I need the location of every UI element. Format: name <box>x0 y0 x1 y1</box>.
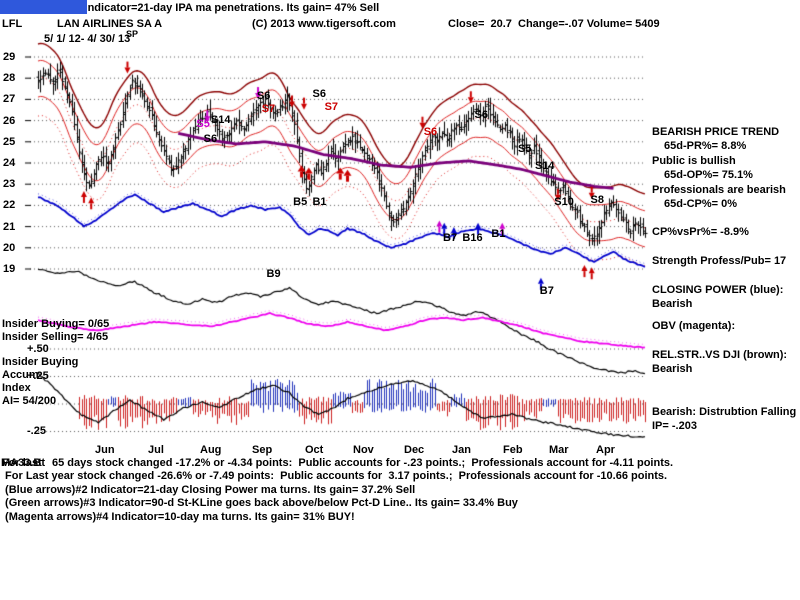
footer-line1-base: For last <box>2 457 42 469</box>
footer-line1-overlay: MA33.Bt <box>1 457 46 469</box>
signal-label-b7: B7 <box>539 285 554 298</box>
signal-label-s6: S6 <box>312 88 326 101</box>
footer-line1-rest: 65 days stock changed -17.2% or -4.34 po… <box>52 457 674 469</box>
signal-label-s6: S6 <box>423 126 438 139</box>
price-axis-label: 20 <box>3 241 16 254</box>
signal-label-s6: S6 <box>474 109 488 122</box>
ai-reading: AI= 54/200 <box>2 395 57 407</box>
price-axis-label: 21 <box>3 220 16 233</box>
ai-axis-minus25: -.25 <box>27 425 46 437</box>
cp-percent: 65d-CP%= 0% <box>664 198 738 210</box>
price-axis-label: 29 <box>3 51 16 63</box>
signal-label-s8: S8 <box>590 194 605 207</box>
ai-axis-plus50: +.50 <box>27 343 49 355</box>
month-label: Aug <box>200 444 222 456</box>
signal-label-b9: B9 <box>266 268 281 281</box>
signal-label-s5: S5 <box>196 117 210 130</box>
footer-line2: For Last year stock changed -26.6% or -7… <box>2 470 668 482</box>
trend-title: BEARISH PRICE TREND <box>652 126 780 138</box>
price-axis-label: 28 <box>3 72 16 85</box>
indicator-legend-magenta: (Magenta arrows)#4 Indicator=10-day ma t… <box>2 511 355 523</box>
price-axis-label: 23 <box>3 178 16 191</box>
indicator-legend-green: (Green arrows)#3 Indicator=90-d St-KLine… <box>2 497 518 509</box>
ip-value: IP= -.203 <box>652 420 697 432</box>
company-name: LAN AIRLINES SA A <box>57 18 163 30</box>
month-label: Mar <box>549 444 569 456</box>
date-range: 5/ 1/ 12- 4/ 30/ 13 <box>44 33 131 45</box>
price-axis-label: 25 <box>3 135 16 148</box>
signal-label-s7: S7 <box>261 103 276 115</box>
professionals-status: Professionals are bearish <box>652 184 786 196</box>
public-status: Public is bullish <box>652 155 736 167</box>
signal-label-b5: B5 <box>293 196 308 209</box>
signal-label-s14: S14 <box>210 113 231 126</box>
ticker-symbol: LFL <box>2 18 23 30</box>
op-percent: 65d-OP%= 75.1% <box>664 169 753 181</box>
price-axis-label: 19 <box>3 263 16 275</box>
relstr-title: REL.STR..VS DJI (brown): <box>652 349 788 361</box>
month-label: Apr <box>596 444 615 456</box>
month-label: Oct <box>305 444 324 456</box>
signal-label-b16: B16 <box>462 232 483 245</box>
distribution-status: Bearish: Distrubtion Falling <box>652 406 797 418</box>
indicator-legend-blue: (Blue arrows)#2 Indicator=21-day Closing… <box>2 484 416 496</box>
copyright-text: (C) 2013 www.tigersoft.com <box>252 18 396 30</box>
taskbar-button-fragment[interactable] <box>0 0 87 14</box>
insider-buying-count: Insider Buying= 0/65 <box>2 318 110 330</box>
insider-selling-count: Insider Selling= 4/65 <box>2 331 109 343</box>
signal-label-b1: B1 <box>312 196 327 209</box>
signal-label-s6: S6 <box>203 132 218 145</box>
ai-legend-line1: Insider Buying <box>2 356 79 368</box>
cp-vs-pr: CP%vsPr%= -8.9% <box>652 226 749 238</box>
closing-power-title: CLOSING POWER (blue): <box>652 284 784 296</box>
ai-legend-line3: Index <box>2 382 31 394</box>
signal-label-s7: S7 <box>324 100 339 113</box>
month-label: Jul <box>148 444 164 456</box>
signal-label-s10: S10 <box>554 196 574 209</box>
ai-axis-plus25: +.25 <box>27 370 49 382</box>
signal-label-b7: B7 <box>443 232 458 245</box>
strength-ratio: Strength Profess/Pub= 17 <box>652 255 787 267</box>
relstr-status: Bearish <box>652 363 693 375</box>
ai-legend-line2: Accum <box>2 369 39 381</box>
month-label: Nov <box>353 444 374 456</box>
signal-label-s6: S6 <box>256 90 271 103</box>
month-label: Jun <box>95 444 115 456</box>
price-axis-label: 27 <box>3 93 16 106</box>
month-label: Sep <box>252 444 273 456</box>
sp-tag: SP <box>126 29 139 39</box>
price-axis-label: 22 <box>3 199 16 212</box>
signal-label-s14: S14 <box>534 160 555 173</box>
month-label: Feb <box>503 444 523 456</box>
obv-title: OBV (magenta): <box>652 320 736 332</box>
signal-label-s5: S5 <box>518 143 532 156</box>
month-label: Dec <box>404 444 425 456</box>
month-label: Jan <box>452 444 471 456</box>
price-axis-label: 26 <box>3 114 16 127</box>
signal-label-b1: B1 <box>491 228 506 241</box>
quote-summary: Close= 20.7 Change=-.07 Volume= 5409 <box>448 18 660 30</box>
closing-power-status: Bearish <box>652 298 693 310</box>
pr-percent: 65d-PR%= 8.8% <box>664 140 747 152</box>
price-axis-label: 24 <box>3 157 16 169</box>
